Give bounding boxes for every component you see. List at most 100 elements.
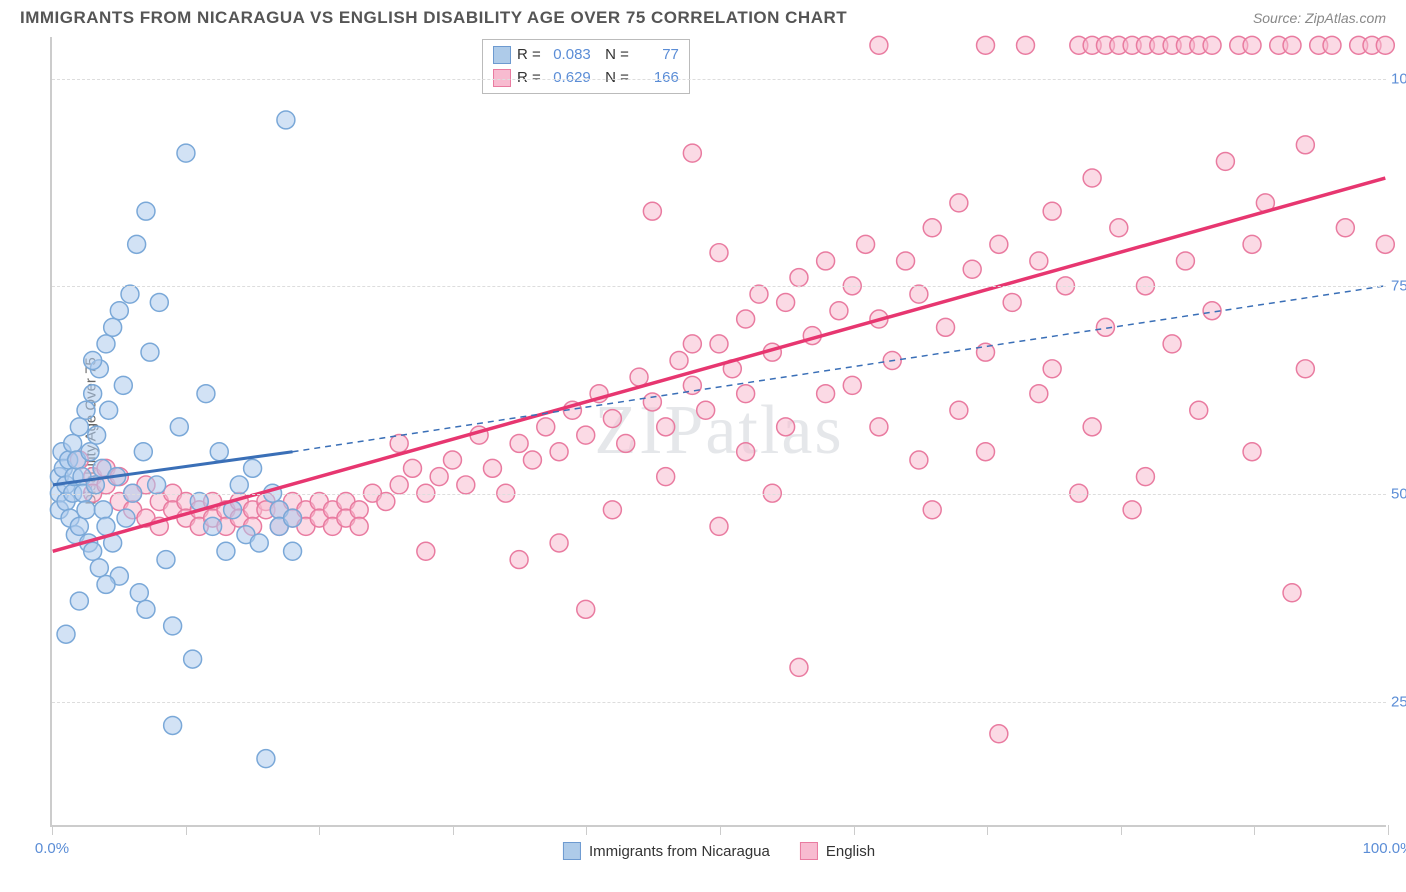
data-point (950, 194, 968, 212)
data-point (910, 451, 928, 469)
data-point (84, 352, 102, 370)
data-point (148, 476, 166, 494)
xtick (586, 825, 587, 835)
data-point (817, 385, 835, 403)
data-point (1323, 36, 1341, 54)
data-point (121, 285, 139, 303)
data-point (88, 426, 106, 444)
scatter-plot (52, 37, 1386, 825)
xtick (319, 825, 320, 835)
gridline (52, 286, 1386, 287)
data-point (70, 592, 88, 610)
data-point (697, 401, 715, 419)
data-point (81, 443, 99, 461)
data-point (170, 418, 188, 436)
data-point (1123, 501, 1141, 519)
data-point (710, 517, 728, 535)
xtick-label: 100.0% (1363, 840, 1406, 857)
data-point (510, 551, 528, 569)
legend-label-blue: Immigrants from Nicaragua (589, 843, 770, 860)
data-point (577, 426, 595, 444)
data-point (1296, 360, 1314, 378)
data-point (910, 285, 928, 303)
data-point (897, 252, 915, 270)
data-point (184, 650, 202, 668)
data-point (97, 335, 115, 353)
data-point (977, 443, 995, 461)
data-point (737, 443, 755, 461)
data-point (130, 584, 148, 602)
data-point (1243, 36, 1261, 54)
xtick (987, 825, 988, 835)
data-point (390, 476, 408, 494)
data-point (550, 443, 568, 461)
data-point (683, 144, 701, 162)
gridline (52, 79, 1386, 80)
data-point (923, 501, 941, 519)
data-point (1083, 418, 1101, 436)
data-point (1136, 468, 1154, 486)
data-point (1017, 36, 1035, 54)
data-point (1203, 36, 1221, 54)
data-point (150, 293, 168, 311)
data-point (1376, 36, 1394, 54)
data-point (1070, 484, 1088, 502)
swatch-blue (493, 46, 511, 64)
data-point (1163, 335, 1181, 353)
data-point (857, 235, 875, 253)
source-attribution: Source: ZipAtlas.com (1253, 10, 1386, 26)
data-point (843, 376, 861, 394)
data-point (550, 534, 568, 552)
data-point (603, 501, 621, 519)
data-point (164, 716, 182, 734)
stats-row-blue: R = 0.083 N = 77 (493, 44, 679, 67)
data-point (117, 509, 135, 527)
data-point (417, 484, 435, 502)
data-point (417, 542, 435, 560)
data-point (710, 335, 728, 353)
data-point (217, 542, 235, 560)
r-value-blue: 0.083 (547, 44, 591, 67)
data-point (617, 434, 635, 452)
data-point (737, 385, 755, 403)
data-point (90, 559, 108, 577)
data-point (94, 501, 112, 519)
data-point (763, 484, 781, 502)
data-point (670, 352, 688, 370)
data-point (230, 476, 248, 494)
legend-label-pink: English (826, 843, 875, 860)
data-point (1030, 252, 1048, 270)
data-point (137, 600, 155, 618)
data-point (457, 476, 475, 494)
data-point (750, 285, 768, 303)
data-point (57, 625, 75, 643)
data-point (84, 542, 102, 560)
data-point (1283, 584, 1301, 602)
data-point (790, 269, 808, 287)
data-point (77, 501, 95, 519)
data-point (963, 260, 981, 278)
data-point (134, 443, 152, 461)
xtick (453, 825, 454, 835)
xtick (854, 825, 855, 835)
data-point (1043, 202, 1061, 220)
data-point (137, 202, 155, 220)
data-point (404, 459, 422, 477)
data-point (990, 725, 1008, 743)
data-point (210, 443, 228, 461)
swatch-pink-icon (800, 842, 818, 860)
swatch-blue-icon (563, 842, 581, 860)
chart-header: IMMIGRANTS FROM NICARAGUA VS ENGLISH DIS… (0, 0, 1406, 32)
data-point (1216, 152, 1234, 170)
data-point (350, 517, 368, 535)
data-point (870, 36, 888, 54)
data-point (277, 111, 295, 129)
data-point (1296, 136, 1314, 154)
data-point (77, 401, 95, 419)
data-point (483, 459, 501, 477)
data-point (923, 219, 941, 237)
data-point (937, 318, 955, 336)
data-point (657, 418, 675, 436)
data-point (1336, 219, 1354, 237)
data-point (157, 551, 175, 569)
